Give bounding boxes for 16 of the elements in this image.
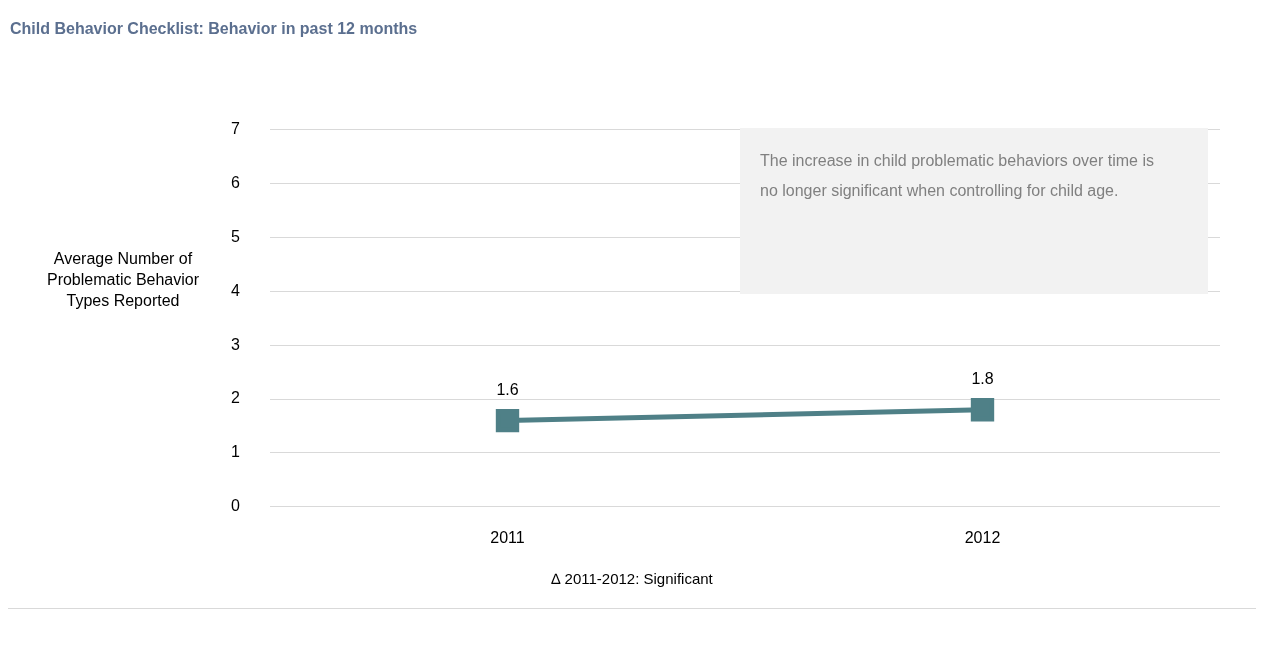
y-axis-title: Average Number of Problematic Behavior Types Reported	[45, 249, 201, 311]
text: ∆ 2011-2012: Significant	[550, 570, 714, 587]
x-tick-label: 2011	[490, 528, 525, 546]
chart-title: Child Behavior Checklist: Behavior in past 12 months	[10, 20, 418, 38]
y-tick-label: 2	[231, 389, 241, 407]
data-label: 1.8	[971, 370, 994, 388]
y-tick-label: 1	[231, 443, 241, 461]
y-tick-label: 4	[231, 281, 241, 299]
note-box: The increase in child problematic behaviors over time is no longer significant when controlling for child age.	[740, 128, 1208, 294]
y-tick-label: 7	[231, 120, 241, 138]
y-tick-label: 3	[231, 335, 241, 353]
y-tick-label: 5	[231, 227, 241, 245]
data-label: 1.6	[496, 380, 519, 398]
y-tick-label: 6	[231, 173, 241, 191]
y-tick-label: 0	[231, 497, 241, 515]
x-tick-label: 2012	[964, 528, 1001, 546]
